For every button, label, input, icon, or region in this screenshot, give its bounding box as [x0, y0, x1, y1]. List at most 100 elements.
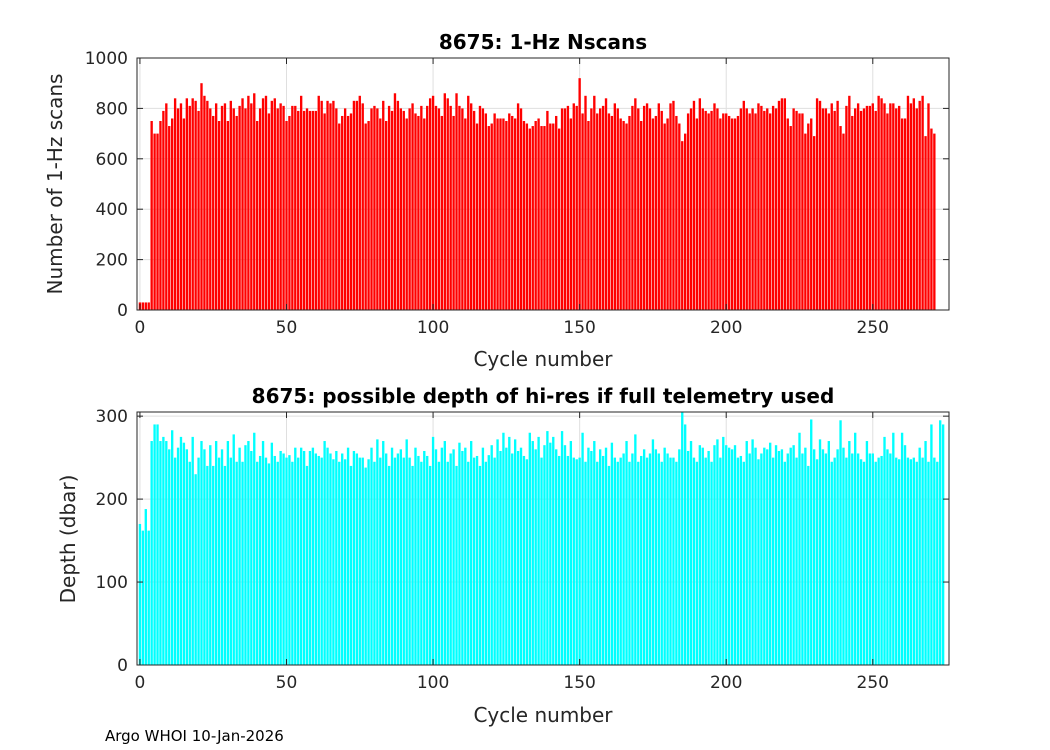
depth-bar — [147, 530, 150, 665]
depth-bar — [604, 447, 608, 665]
depth-bar — [379, 457, 382, 665]
depth-bar — [886, 449, 889, 665]
depth-ytick-label: 0 — [117, 656, 128, 676]
nscans-bar — [684, 133, 687, 310]
depth-bar — [464, 447, 467, 665]
depth-xtick-label: 150 — [563, 673, 595, 693]
depth-bar — [725, 445, 728, 665]
depth-bar — [651, 439, 655, 665]
depth-bar — [256, 461, 259, 665]
nscans-bar — [640, 121, 643, 310]
nscans-ytick-label: 600 — [96, 150, 128, 170]
depth-bar — [760, 453, 763, 665]
nscans-bar — [569, 118, 573, 310]
depth-bar — [804, 447, 807, 665]
depth-chart-title: 8675: possible depth of hi-res if full t… — [252, 384, 835, 408]
depth-bar — [689, 441, 693, 665]
depth-bar — [757, 459, 760, 665]
nscans-bar — [496, 118, 499, 310]
depth-bar — [267, 463, 271, 665]
depth-bar — [563, 445, 567, 665]
depth-bar — [730, 449, 734, 665]
nscans-bar — [754, 113, 757, 310]
depth-bar — [845, 457, 848, 665]
nscans-bar — [256, 121, 259, 310]
nscans-bars — [138, 78, 936, 311]
nscans-bar — [681, 141, 684, 310]
nscans-bar — [874, 110, 877, 310]
nscans-bar — [760, 105, 763, 310]
nscans-bar — [628, 115, 631, 311]
depth-bar — [358, 457, 361, 665]
nscans-bar — [555, 115, 558, 311]
nscans-bar — [253, 93, 256, 310]
depth-bar — [663, 447, 666, 665]
nscans-bar — [933, 133, 936, 310]
depth-bar — [552, 436, 555, 665]
depth-bar — [883, 436, 886, 665]
depth-bar — [648, 453, 652, 665]
depth-bar — [285, 457, 288, 665]
nscans-bar — [610, 115, 614, 311]
nscans-bar — [851, 115, 854, 311]
depth-bar — [854, 432, 857, 665]
depth-bar — [171, 430, 174, 665]
nscans-bar — [338, 123, 341, 311]
depth-bar — [593, 441, 596, 665]
nscans-bar — [393, 93, 397, 310]
nscans-bar — [279, 103, 282, 310]
nscans-bar — [792, 108, 795, 311]
depth-ticks: 0 50 100 150 200 250 0 100 200 300 — [96, 407, 949, 693]
nscans-bar — [889, 103, 892, 310]
depth-bar — [200, 441, 203, 665]
depth-bar — [921, 457, 924, 665]
nscans-bar — [862, 108, 866, 311]
depth-bar — [581, 432, 584, 665]
nscans-bar — [261, 98, 265, 310]
depth-bar — [162, 436, 165, 665]
depth-bar — [939, 420, 942, 665]
nscans-bar — [804, 133, 807, 310]
depth-bar — [150, 441, 153, 665]
nscans-bar — [349, 113, 353, 310]
depth-bar — [842, 447, 845, 665]
depth-bar — [637, 461, 640, 665]
nscans-bar — [446, 98, 449, 310]
nscans-bar — [206, 100, 209, 310]
depth-bar — [774, 445, 778, 665]
nscans-bar — [305, 108, 309, 311]
nscans-bar — [241, 98, 244, 310]
depth-bar — [314, 453, 317, 665]
nscans-bar — [326, 100, 329, 310]
nscans-bar — [165, 103, 168, 310]
nscans-bar — [467, 95, 470, 310]
nscans-bar — [918, 100, 921, 310]
nscans-bar — [162, 110, 165, 310]
depth-bar — [276, 461, 279, 665]
nscans-bar — [223, 103, 227, 310]
depth-bar — [387, 465, 391, 665]
nscans-bar — [505, 121, 508, 310]
nscans-bar — [203, 95, 206, 310]
nscans-bar — [719, 118, 722, 310]
depth-bar — [701, 447, 704, 665]
nscans-bar — [716, 108, 719, 311]
nscans-bar — [490, 123, 493, 311]
nscans-ytick-label: 800 — [96, 99, 128, 119]
depth-bar — [455, 465, 458, 665]
nscans-bar — [660, 110, 663, 310]
nscans-bar — [232, 108, 235, 311]
depth-bar — [214, 441, 218, 665]
nscans-bar — [402, 110, 405, 310]
depth-bar — [382, 441, 385, 665]
depth-bar — [431, 436, 435, 665]
depth-bar — [390, 447, 394, 665]
depth-bar — [361, 457, 364, 665]
depth-ytick-label: 200 — [96, 490, 128, 510]
nscans-bar — [845, 105, 848, 310]
nscans-bar — [745, 108, 748, 311]
nscans-bar — [387, 105, 391, 310]
depth-bar — [537, 436, 540, 665]
nscans-bar — [848, 95, 851, 310]
nscans-bar — [824, 108, 828, 311]
